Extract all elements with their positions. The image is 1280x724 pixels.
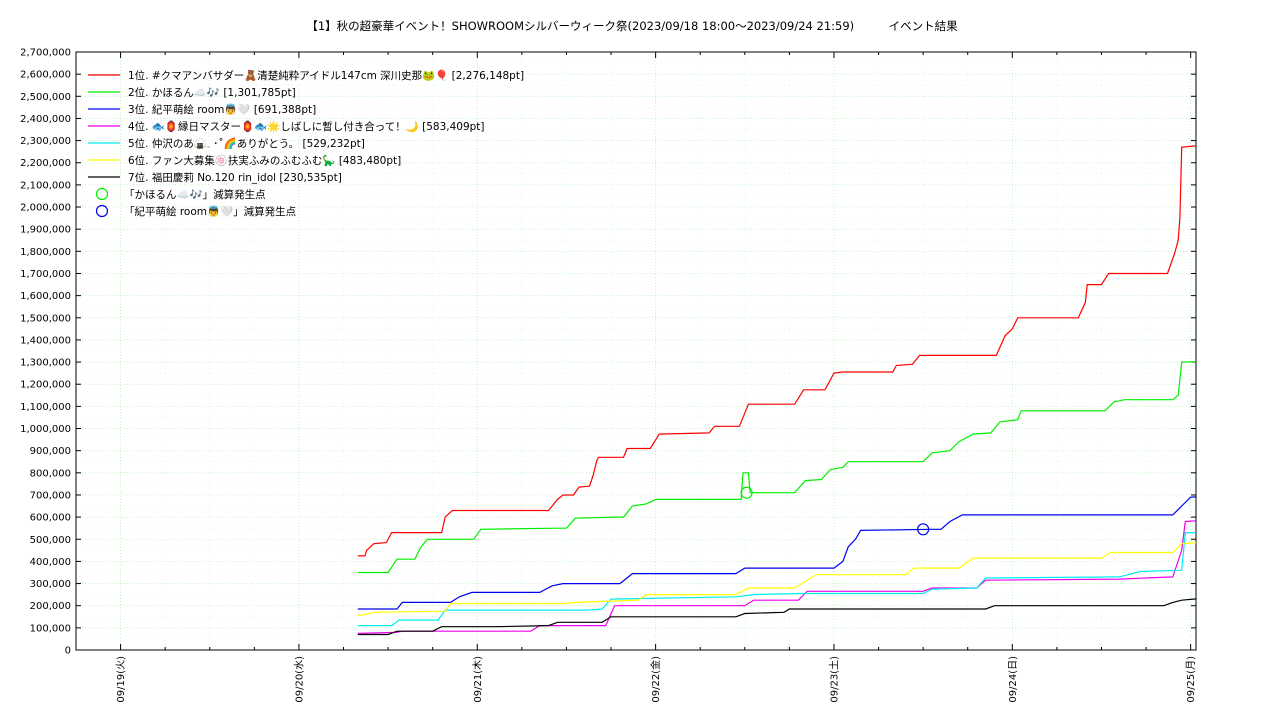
y-tick-label: 1,700,000 <box>20 269 71 280</box>
y-axis: 0 100,000 200,000 300,000 400,000 500,000 600,… <box>20 48 1196 657</box>
x-tick-label: 09/19(火) <box>115 656 127 703</box>
y-tick-label: 300,000 <box>30 579 71 590</box>
series-line-5 <box>357 531 1197 627</box>
y-tick-label: 2,400,000 <box>20 114 71 125</box>
legend-label: 「かほるん☁️🎶」減算発生点 <box>124 188 266 201</box>
x-tick-label: 09/20(水) <box>293 656 305 703</box>
y-tick-label: 100,000 <box>30 623 71 634</box>
y-tick-label: 1,300,000 <box>20 358 71 369</box>
subtraction-marker-1 <box>740 486 753 499</box>
y-tick-label: 2,200,000 <box>20 158 71 169</box>
series-line-1 <box>357 145 1197 557</box>
x-tick-label: 09/23(土) <box>827 656 840 703</box>
y-tick-label: 900,000 <box>30 446 71 457</box>
x-axis: 09/19(火) 09/20(水) 09/21(木) 09/22(金) 09/23(土)… <box>75 52 1197 703</box>
legend-marker-swatch <box>95 204 109 218</box>
y-tick-label: 1,400,000 <box>20 335 71 346</box>
y-tick-label: 400,000 <box>30 557 71 568</box>
y-tick-label: 600,000 <box>30 513 71 524</box>
y-tick-label: 1,900,000 <box>20 225 71 236</box>
subtraction-markers <box>740 486 930 536</box>
legend-label: 7位. 福田慶莉 No.120 rin_idol [230,535pt] <box>128 171 342 184</box>
legend-label: 6位. ファン大募集🍥扶実ふみのふむふむ🦕 [483,480pt] <box>128 154 401 167</box>
y-tick-label: 1,200,000 <box>20 380 71 391</box>
y-tick-label: 2,000,000 <box>20 203 71 214</box>
y-tick-label: 2,500,000 <box>20 92 71 103</box>
x-tick-label: 09/25(月) <box>1185 656 1197 703</box>
series-lines <box>357 145 1197 636</box>
y-tick-label: 1,800,000 <box>20 247 71 258</box>
legend-label: 4位. 🐟🏮縁日マスター🏮🐟🌟しばしに暫し付き合って！🌙 [583,409pt] <box>128 120 485 133</box>
y-tick-label: 1,500,000 <box>20 313 71 324</box>
series-line-4 <box>357 520 1197 634</box>
y-tick-label: 1,000,000 <box>20 424 71 435</box>
x-tick-label: 09/22(金) <box>649 656 662 703</box>
series-line-2 <box>357 361 1197 574</box>
plot-frame <box>75 51 1197 651</box>
legend-label: 「紀平萌絵 room👼🤍」減算発生点 <box>124 205 296 218</box>
y-tick-label: 200,000 <box>30 601 71 612</box>
chart-title: 【1】秋の超豪華イベント！SHOWROOMシルバーウィーク祭(2023/09/1… <box>306 19 958 33</box>
legend-marker-swatch <box>95 187 109 201</box>
legend-label: 5位. 仲沢のあ🍙𓈒 ･˚🌈ありがとう。 [529,232pt] <box>128 137 365 150</box>
series-line-3 <box>357 496 1197 610</box>
series-line-6 <box>357 542 1197 617</box>
x-tick-label: 09/24(日) <box>1008 656 1019 703</box>
y-tick-label: 1,100,000 <box>20 402 71 413</box>
y-tick-label: 700,000 <box>30 490 71 501</box>
y-tick-label: 2,700,000 <box>20 48 71 59</box>
legend-label: 3位. 紀平萌絵 room👼🤍 [691,388pt] <box>128 103 316 116</box>
grid-lines <box>75 51 1196 651</box>
y-tick-label: 2,600,000 <box>20 70 71 81</box>
y-tick-label: 800,000 <box>30 468 71 479</box>
subtraction-marker-2 <box>917 523 930 536</box>
y-tick-label: 2,300,000 <box>20 136 71 147</box>
legend-label: 1位. #クマアンバサダー🧸清楚純粋アイドル147cm 深川史那🐸🎈 [2,27… <box>128 69 524 82</box>
y-tick-label: 2,100,000 <box>20 180 71 191</box>
series-line-7 <box>357 598 1197 636</box>
legend-label: 2位. かほるん☁️🎶 [1,301,785pt] <box>128 86 296 99</box>
x-tick-label: 09/21(木) <box>472 656 484 703</box>
legend: 1位. #クマアンバサダー🧸清楚純粋アイドル147cm 深川史那🐸🎈 [2,27… <box>88 69 524 218</box>
y-tick-label: 1,600,000 <box>20 291 71 302</box>
y-tick-label: 500,000 <box>30 535 71 546</box>
y-tick-label: 0 <box>65 646 71 657</box>
